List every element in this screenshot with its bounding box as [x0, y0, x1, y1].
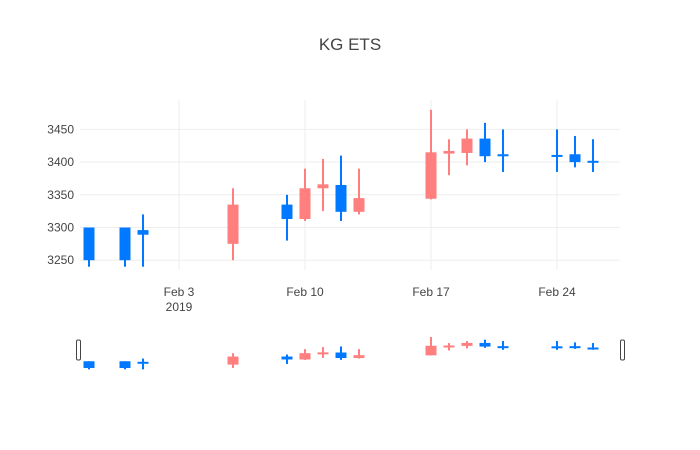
candle-body[interactable] — [119, 227, 131, 261]
x-tick-label: Feb 10 — [286, 285, 324, 299]
slider-candle-body — [281, 356, 293, 360]
candle-body[interactable] — [569, 154, 581, 163]
range-slider-right-handle[interactable] — [620, 339, 625, 361]
x-tick-label: Feb 3 — [164, 285, 195, 299]
candle-body[interactable] — [425, 152, 437, 199]
slider-candle-body — [299, 353, 311, 360]
slider-candle-body — [425, 345, 437, 356]
candle-body[interactable] — [317, 184, 329, 189]
main-candles[interactable] — [83, 109, 599, 267]
y-tick-label: 3400 — [47, 155, 74, 169]
slider-candle-body — [587, 347, 599, 350]
slider-candle-body — [551, 346, 563, 349]
y-tick-label: 3300 — [47, 221, 74, 235]
candle-body[interactable] — [299, 188, 311, 219]
slider-candle-body — [569, 346, 581, 349]
x-tick-label: Feb 24 — [538, 285, 576, 299]
range-slider-left-handle[interactable] — [76, 339, 81, 361]
range-slider[interactable] — [76, 337, 625, 370]
candle-body[interactable] — [137, 230, 149, 235]
slider-candle-body — [479, 342, 491, 347]
candle-body[interactable] — [83, 227, 95, 261]
candle-body[interactable] — [281, 204, 293, 219]
slider-candle-body — [119, 361, 131, 368]
x-tick-label: Feb 17 — [412, 285, 450, 299]
candle-body[interactable] — [353, 198, 365, 212]
candle-body[interactable] — [335, 185, 347, 212]
candle-body[interactable] — [479, 138, 491, 157]
y-tick-label: 3250 — [47, 253, 74, 267]
slider-candle-body — [317, 352, 329, 355]
candle-body[interactable] — [227, 204, 239, 244]
grid-layer — [80, 100, 620, 270]
candle-body[interactable] — [461, 138, 473, 153]
candle-body[interactable] — [587, 160, 599, 163]
y-axis-ticks: 3250 3300 3350 3400 3450 — [47, 122, 74, 267]
slider-candle-body — [83, 361, 95, 368]
y-tick-label: 3450 — [47, 122, 74, 136]
x-tick-sublabel: 2019 — [166, 300, 193, 314]
y-tick-label: 3350 — [47, 188, 74, 202]
chart-title: KG ETS — [319, 35, 381, 54]
slider-candle-body — [353, 355, 365, 359]
candle-body[interactable] — [443, 151, 455, 154]
slider-candle-body — [227, 356, 239, 365]
candle-body[interactable] — [551, 154, 563, 157]
slider-candle-body — [137, 361, 149, 364]
candle-body[interactable] — [497, 154, 509, 157]
slider-candle-body — [443, 345, 455, 348]
slider-candle-body — [497, 346, 509, 349]
slider-candle-body — [461, 342, 473, 346]
slider-candle-body — [335, 352, 347, 359]
